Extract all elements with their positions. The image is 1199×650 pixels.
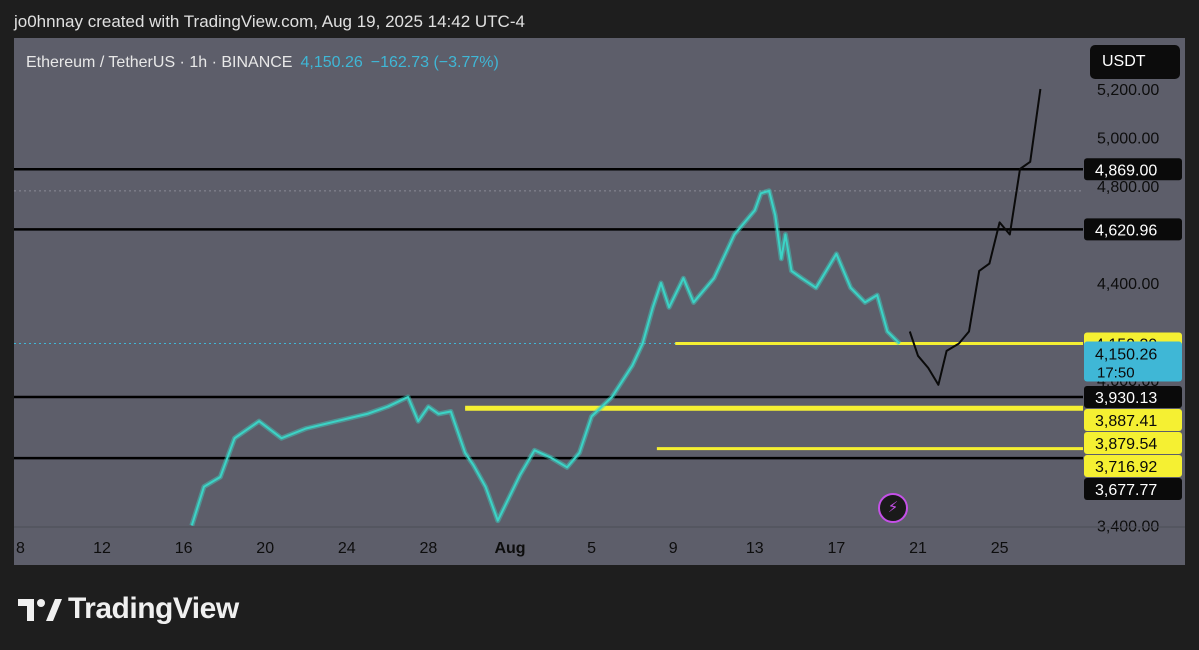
price-axis-tick-label: 5,000.00 [1097,131,1159,148]
lightning-icon[interactable]: ⚡ [878,493,908,523]
level-price-tag: 4,869.00 [1084,158,1182,181]
time-axis-tick-label: 9 [669,540,678,557]
time-axis-tick-label: Aug [494,540,525,557]
symbol-label: Ethereum / TetherUS · 1h · BINANCE [26,54,293,71]
level-price-tag: 4,620.96 [1084,218,1182,241]
level-price-tag-bg [1084,218,1182,241]
level-price-tag-text: 3,930.13 [1095,390,1157,407]
price-chart-svg[interactable]: 5,200.005,000.004,800.004,400.004,000.00… [14,38,1185,565]
level-price-tag-text: 4,869.00 [1095,162,1157,179]
price-axis-tick-label: 4,800.00 [1097,179,1159,196]
projection-path [908,88,1042,386]
price-axis-tick-label: 5,200.00 [1097,82,1159,99]
level-price-tag-bg [1084,477,1182,500]
level-price-tag-text: 3,716.92 [1095,459,1157,476]
level-price-tag-bg [1084,158,1182,181]
level-price-tag-text: 4,620.96 [1095,222,1157,239]
time-axis-tick-label: 25 [991,540,1009,557]
time-axis-tick-label: 20 [256,540,274,557]
level-price-tag: 3,887.41 [1084,408,1182,431]
time-axis-tick-label: 28 [420,540,438,557]
current-price-tag-bg [1084,341,1182,382]
time-axis-tick-label: 16 [175,540,193,557]
level-price-tag: 3,930.13 [1084,385,1182,408]
symbol-header: Ethereum / TetherUS · 1h · BINANCE 4,150.… [26,54,499,72]
time-axis-tick-label: 5 [587,540,596,557]
time-axis-tick-label: 17 [828,540,846,557]
bar-countdown: 17:50 [1097,365,1135,382]
price-change: −162.73 (−3.77%) [370,54,499,71]
chart-panel[interactable]: 5,200.005,000.004,800.004,400.004,000.00… [14,38,1185,565]
time-axis-tick-label: 21 [909,540,927,557]
price-series-glow [189,188,902,527]
price-axis-tick-label: 4,400.00 [1097,276,1159,293]
level-price-tag-text: 3,677.77 [1095,482,1157,499]
level-price-tag-bg [1084,408,1182,431]
level-price-tag: 3,716.92 [1084,454,1182,477]
level-price-tag-bg [1084,454,1182,477]
price-series-line [190,189,901,526]
tradingview-logo: TradingView [16,592,239,626]
level-price-tag-text: 3,879.54 [1095,436,1157,453]
time-axis-tick-label: 8 [16,540,25,557]
level-price-tag: 3,879.54 [1084,431,1182,454]
tradingview-logo-icon [18,599,62,621]
level-price-tag-bg [1084,385,1182,408]
tradingview-wordmark: TradingView [68,592,239,625]
time-axis-tick-label: 13 [746,540,764,557]
currency-button[interactable]: USDT [1090,45,1180,79]
level-price-tag: 3,677.77 [1084,477,1182,500]
level-price-tag-text: 3,887.41 [1095,413,1157,430]
time-axis-tick-label: 12 [93,540,111,557]
time-axis-tick-label: 24 [338,540,356,557]
current-price-value: 4,150.26 [1095,347,1157,364]
level-price-tag-bg [1084,431,1182,454]
last-price: 4,150.26 [300,54,363,71]
chart-attribution: jo0hnnay created with TradingView.com, A… [14,12,525,31]
